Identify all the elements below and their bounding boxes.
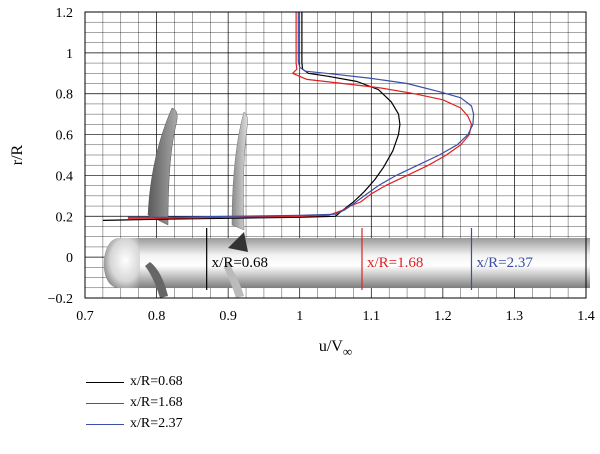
station-marker-label: x/R=1.68 [367,255,423,271]
legend-label: x/R=0.68 [130,374,183,389]
series-line [127,12,475,218]
blade-1-root [145,262,168,298]
blade-2-lower [224,262,244,298]
blade-1 [147,107,178,226]
plot-frame [84,11,587,299]
legend-item: x/R=0.68 [60,372,280,393]
x-tick-label: 0.7 [76,309,94,324]
x-tick-label: 0.9 [219,309,237,324]
legend: x/R=0.68 x/R=1.68 x/R=2.37 [60,372,280,435]
y-tick-label: 0.4 [56,169,74,184]
y-tick-label: 0 [66,251,73,266]
axes: 0.7 0.8 0.9 1 1.1 1.2 1.3 1.4 −0.2 0 0.2 0.4 0.6 0.8 1… [9,6,595,359]
legend-swatch [86,403,124,404]
station-marker-label: x/R=2.37 [476,255,533,271]
y-axis-label: r/R [9,144,26,165]
legend-swatch [86,382,124,383]
legend-label: x/R=2.37 [130,416,183,431]
x-tick-label: 1.4 [577,309,595,324]
station-marker-label: x/R=0.68 [212,255,268,271]
y-tick-label: 0.2 [56,210,74,225]
blade-2-root [228,232,248,252]
y-tick-label: −0.2 [48,292,73,307]
legend-item: x/R=1.68 [60,393,280,414]
series-line [102,12,401,221]
x-tick-label: 1 [296,309,303,324]
x-axis-label: u/V∞ [319,338,352,359]
x-tick-label: 1.2 [434,309,452,324]
y-tick-label: 1 [66,47,73,62]
series-lines [102,12,475,221]
station-markers: x/R=0.68 x/R=1.68 x/R=2.37 [206,228,533,290]
blade-2 [231,111,248,231]
y-tick-label: 0.8 [56,88,74,103]
legend-label: x/R=1.68 [130,395,183,410]
legend-swatch [86,424,124,425]
x-tick-label: 1.3 [506,309,524,324]
legend-item: x/R=2.37 [60,414,280,435]
x-tick-label: 0.8 [148,309,166,324]
y-tick-label: 1.2 [56,6,74,21]
x-tick-label: 1.1 [363,309,381,324]
hub-nose [103,238,140,288]
y-tick-label: 0.6 [56,129,74,144]
series-line [127,12,473,219]
